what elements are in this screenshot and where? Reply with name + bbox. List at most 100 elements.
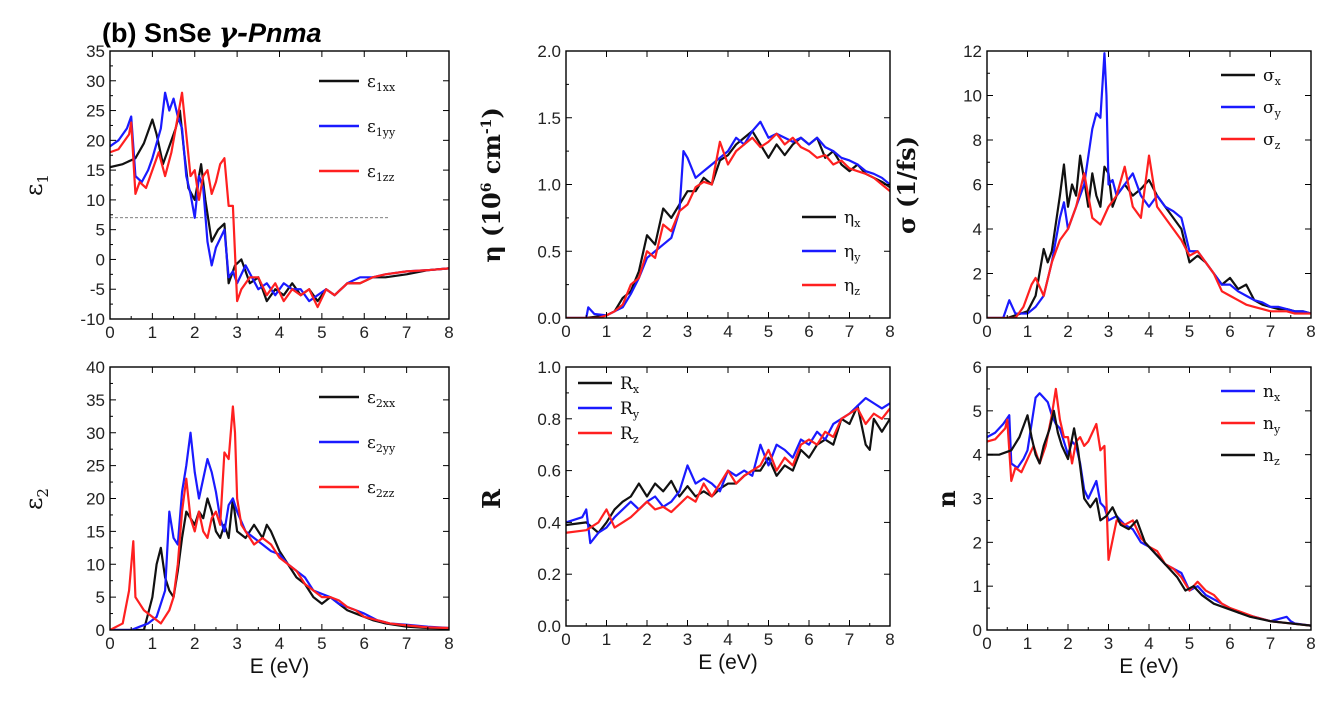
- legend-label-eta-x-sub: x: [854, 217, 861, 230]
- x-tick-label-eta: 7: [845, 322, 854, 341]
- y-axis-label-sup-eta: 6: [479, 182, 495, 192]
- series-line-eta-y: [566, 120, 890, 318]
- x-tick-label-eps1: 8: [444, 323, 453, 342]
- plots-group: 0 1 2 3 4 5 6 7 8-10-505101520253035ε1ε1xxε1yyε1…: [20, 42, 1316, 678]
- y-tick-label-eta: 2.0: [537, 42, 561, 61]
- y-tick-label-eps2: 5: [96, 588, 105, 607]
- y-axis-label-unit-eta: cm: [477, 134, 506, 182]
- series-line-n-z: [987, 409, 1311, 627]
- legend-label-sigma-y-sub: y: [1274, 107, 1282, 120]
- x-tick-label-R: 6: [804, 630, 813, 649]
- legend-label-eps2-2zz: ε2zz: [367, 478, 395, 500]
- legend-label-sigma-x: σx: [1263, 66, 1282, 88]
- series-line-R-z: [566, 407, 890, 534]
- axes-frame-eps1: [109, 50, 450, 320]
- legend-label-sigma-y: σy: [1263, 98, 1282, 120]
- legend-label-R-z: Rz: [620, 424, 639, 446]
- axes-frame-n: [986, 366, 1312, 631]
- legend-label-n-y: ny: [1263, 414, 1281, 436]
- y-tick-label-n: 3: [973, 490, 982, 509]
- legend-label-eps1-1zz-main: ε: [367, 162, 376, 182]
- legend-label-n-x-sub: x: [1274, 391, 1281, 404]
- legend-label-eps2-2yy-sub: 2yy: [376, 442, 396, 455]
- series-line-eps2-2xx: [110, 497, 449, 630]
- y-tick-label-R: 0.4: [537, 513, 561, 532]
- legend-label-R-x-sub: x: [633, 383, 640, 396]
- legend-label-eps2-2yy-main: ε: [367, 433, 376, 453]
- x-tick-label-eta: 5: [764, 322, 773, 341]
- x-tick-label-eta: 6: [804, 322, 813, 341]
- x-tick-label-n: 1: [1023, 634, 1032, 653]
- x-tick-label-sigma: 6: [1225, 322, 1234, 341]
- x-tick-label-sigma: 2: [1063, 322, 1072, 341]
- legend-label-n-z-main: n: [1263, 446, 1274, 466]
- y-axis-label-main-R: R: [477, 488, 506, 509]
- y-axis-label-sub-eps1: 1: [34, 174, 52, 184]
- series-line-eps2-2yy: [110, 431, 449, 630]
- y-tick-label-n: 4: [973, 446, 982, 465]
- legend-label-sigma-z-main: σ: [1263, 130, 1275, 150]
- legend-label-R-x: Rx: [620, 374, 640, 396]
- y-tick-label-eps1: 15: [86, 161, 105, 180]
- series-line-eps1-1zz: [110, 91, 449, 309]
- y-tick-label-eta: 1.5: [537, 109, 561, 128]
- y-axis-label-eps1: ε1: [20, 174, 52, 196]
- series-line-sigma-x: [987, 154, 1311, 318]
- series-line-eps1-1yy: [110, 91, 449, 303]
- legend-label-R-x-main: R: [620, 374, 634, 394]
- x-tick-label-eps1: 7: [402, 323, 411, 342]
- legend-label-R-z-main: R: [620, 424, 634, 444]
- y-tick-label-sigma: 4: [973, 220, 982, 239]
- series-line-n-y: [987, 387, 1311, 627]
- y-tick-label-n: 5: [973, 402, 982, 421]
- x-tick-label-R: 1: [602, 630, 611, 649]
- y-tick-label-R: 0.2: [537, 565, 561, 584]
- legend-label-eps2-2xx-sub: 2xx: [376, 397, 396, 410]
- x-tick-label-eps2: 6: [360, 634, 369, 653]
- y-tick-label-eps1: 25: [86, 102, 105, 121]
- panel-eps1: 0 1 2 3 4 5 6 7 8-10-505101520253035ε1ε1xxε1yyε1…: [20, 42, 454, 342]
- y-tick-label-eps2: 0: [96, 621, 105, 640]
- legend-label-eta-y: ηy: [844, 242, 861, 264]
- figure-title: (b) SnSe γ-Pnma: [102, 18, 322, 49]
- series-line-sigma-y: [987, 52, 1311, 318]
- x-tick-label-n: 2: [1063, 634, 1072, 653]
- legend-label-eps2-2zz-sub: 2zz: [376, 487, 395, 500]
- x-tick-label-eps2: 3: [232, 634, 241, 653]
- y-axis-label-n: n: [932, 490, 961, 507]
- x-tick-label-eps1: 1: [148, 323, 157, 342]
- series-line-R-x: [566, 404, 890, 534]
- x-tick-label-eta: 1: [602, 322, 611, 341]
- legend-label-eta-x: ηx: [844, 208, 861, 230]
- x-tick-label-eta: 2: [642, 322, 651, 341]
- y-tick-label-eps1: 20: [86, 131, 105, 150]
- legend-label-eta-z-sub: z: [854, 285, 860, 298]
- x-tick-label-n: 3: [1104, 634, 1113, 653]
- x-tick-label-sigma: 7: [1266, 322, 1275, 341]
- y-tick-label-n: 6: [973, 358, 982, 377]
- legend-label-R-y-main: R: [620, 399, 634, 419]
- y-tick-label-eta: 1.0: [537, 176, 561, 195]
- y-tick-label-R: 0.0: [537, 617, 561, 636]
- x-tick-label-eps2: 2: [190, 634, 199, 653]
- y-tick-label-sigma: 0: [973, 309, 982, 328]
- legend-label-eta-y-main: η: [844, 242, 854, 262]
- y-tick-label-eta: 0.5: [537, 242, 561, 261]
- x-tick-label-sigma: 4: [1144, 322, 1153, 341]
- x-axis-label-n: E (eV): [1119, 655, 1179, 678]
- legend-label-sigma-y-main: σ: [1263, 98, 1275, 118]
- y-tick-label-R: 0.8: [537, 410, 561, 429]
- legend-label-eps1-1xx: ε1xx: [367, 72, 396, 94]
- y-tick-label-eps1: 35: [86, 42, 105, 61]
- legend-label-eta-z-main: η: [844, 276, 854, 296]
- x-tick-label-eta: 0: [561, 322, 570, 341]
- y-axis-label-sup2-eta: -1: [479, 119, 495, 135]
- y-tick-label-eps2: 20: [86, 490, 105, 509]
- y-axis-label-main-sigma: σ (1/fs): [892, 136, 921, 234]
